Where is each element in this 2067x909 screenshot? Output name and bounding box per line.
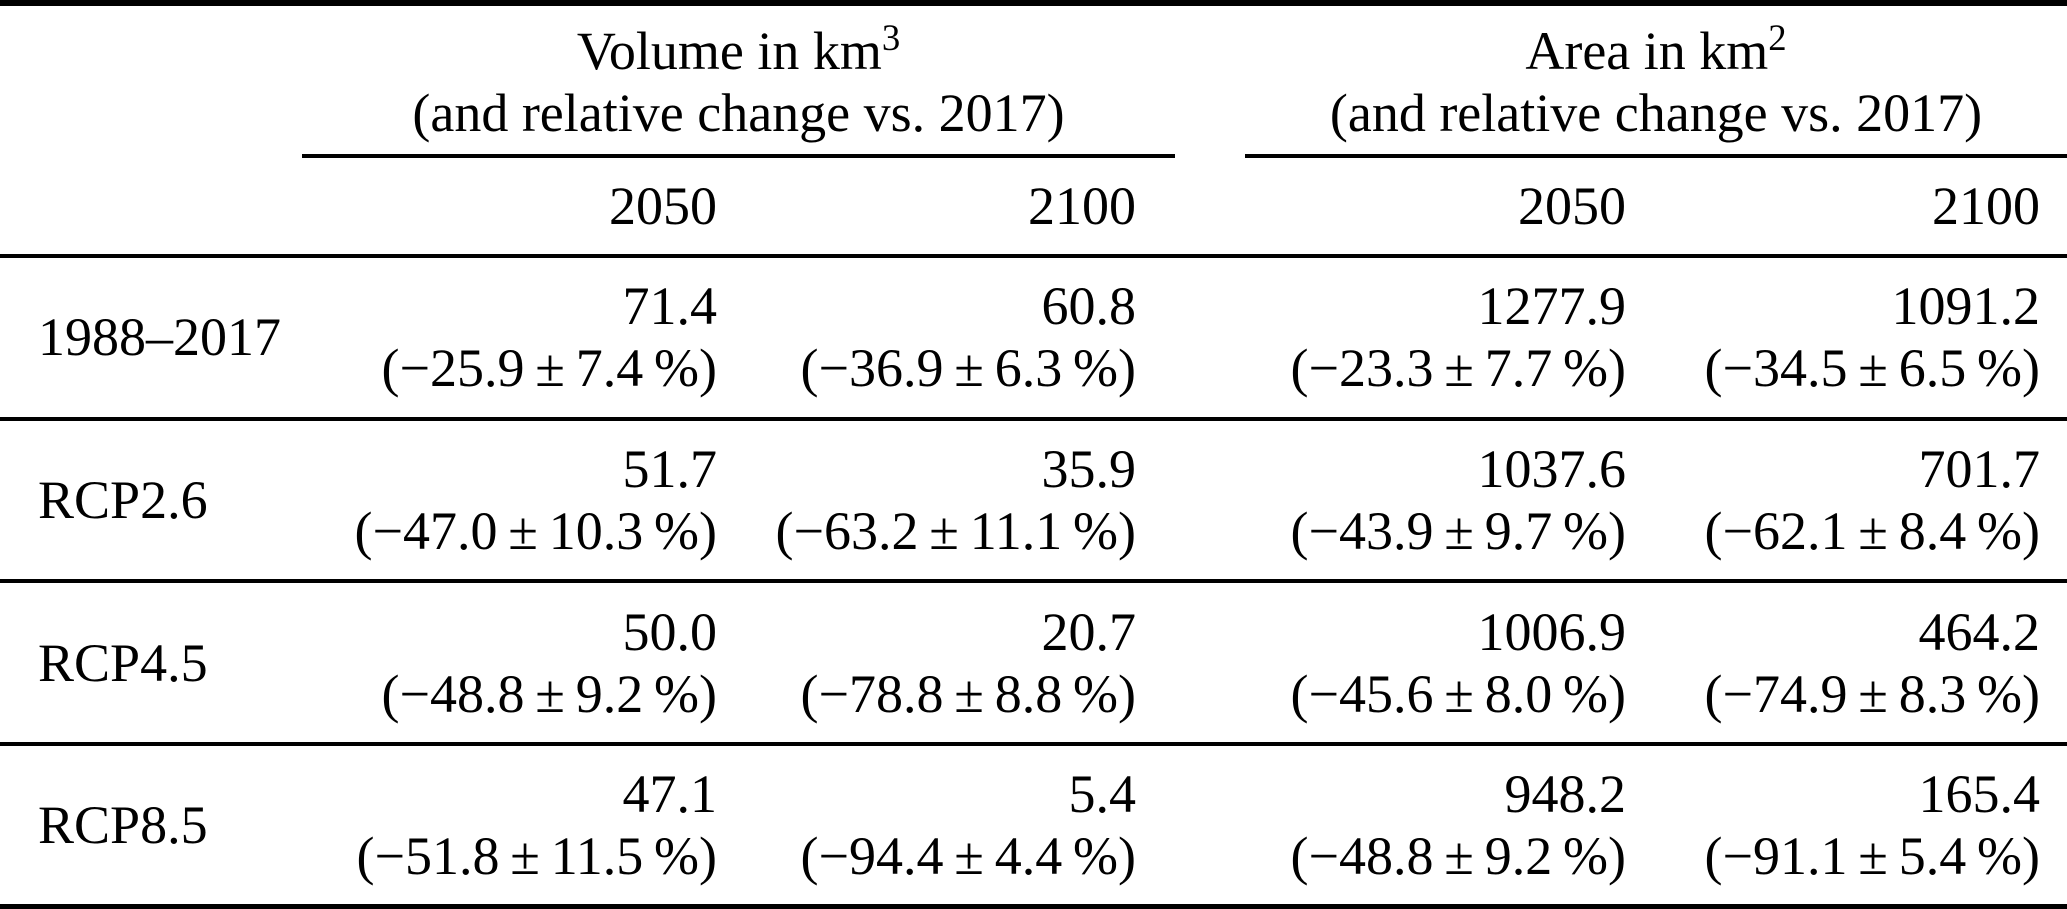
value-text: 464.2 [1918,601,2041,662]
value-text: 1277.9 [1477,276,1627,337]
value-text: 51.7 [622,438,718,499]
year-header-area-2050: 2050 [1245,155,1645,258]
row-label: 1988–2017 [0,255,302,421]
relative-change-text: (−94.4 ± 4.4 %) [800,825,1136,886]
data-cell-volume-2100: 60.8 (−36.9 ± 6.3 %) [727,255,1175,421]
relative-change-text: (−78.8 ± 8.8 %) [800,663,1136,724]
value-text: 1006.9 [1477,601,1627,662]
corner-blank-cell [0,3,302,156]
value-text: 948.2 [1504,763,1627,824]
year-header-area-2100: 2100 [1645,155,2067,258]
data-cell-volume-2050: 51.7 (−47.0 ± 10.3 %) [302,418,727,584]
gap-cell [1175,255,1245,421]
value-text: 71.4 [622,276,718,337]
volume-header-title: Volume in km3 [302,16,1175,82]
gap-cell [1175,155,1245,258]
data-cell-volume-2100: 20.7 (−78.8 ± 8.8 %) [727,581,1175,746]
gap-cell [1175,744,1245,907]
row-label: RCP8.5 [38,794,208,855]
value-text: 20.7 [1041,601,1137,662]
relative-change-text: (−51.8 ± 11.5 %) [356,825,717,886]
value-text: 50.0 [622,601,718,662]
area-group-header: Area in km2 (and relative change vs. 201… [1245,3,2067,158]
relative-change-text: (−48.8 ± 9.2 %) [381,663,717,724]
relative-change-text: (−48.8 ± 9.2 %) [1290,825,1626,886]
gap-cell [1175,418,1245,584]
value-text: 5.4 [1068,763,1137,824]
value-text: 47.1 [622,763,718,824]
data-cell-area-2100: 1091.2 (−34.5 ± 6.5 %) [1645,255,2067,421]
year-header-row: 2050 2100 2050 2100 [0,155,2067,258]
value-text: 35.9 [1041,438,1137,499]
volume-group-header: Volume in km3 (and relative change vs. 2… [302,3,1175,158]
relative-change-text: (−45.6 ± 8.0 %) [1290,663,1626,724]
relative-change-text: (−36.9 ± 6.3 %) [800,338,1136,399]
year-header-volume-2050: 2050 [302,155,727,258]
data-cell-area-2050: 1006.9 (−45.6 ± 8.0 %) [1245,581,1645,746]
data-cell-volume-2100: 35.9 (−63.2 ± 11.1 %) [727,418,1175,584]
data-cell-area-2050: 948.2 (−48.8 ± 9.2 %) [1245,744,1645,907]
relative-change-text: (−34.5 ± 6.5 %) [1704,338,2040,399]
data-cell-area-2100: 701.7 (−62.1 ± 8.4 %) [1645,418,2067,584]
table-row-rcp45: RCP4.5 50.0 (−48.8 ± 9.2 %) 20.7 (−78.8 … [0,581,2067,746]
value-text: 701.7 [1918,438,2041,499]
row-label: RCP4.5 [0,581,302,746]
volume-header-text: Volume in km [576,20,882,81]
value-text: 60.8 [1041,276,1137,337]
volume-header-subtitle: (and relative change vs. 2017) [412,82,1065,143]
data-cell-area-2050: 1037.6 (−43.9 ± 9.7 %) [1245,418,1645,584]
gap-cell [1175,581,1245,746]
area-header-title: Area in km2 [1245,16,2067,82]
relative-change-text: (−43.9 ± 9.7 %) [1290,500,1626,561]
data-cell-volume-2050: 71.4 (−25.9 ± 7.4 %) [302,255,727,421]
row-label: RCP2.6 [0,418,302,584]
value-text: 165.4 [1918,763,2041,824]
data-cell-volume-2050: 50.0 (−48.8 ± 9.2 %) [302,581,727,746]
table-row-1988-2017: 1988–2017 71.4 (−25.9 ± 7.4 %) 60.8 (−36… [0,255,2067,421]
table-row-rcp26: RCP2.6 51.7 (−47.0 ± 10.3 %) 35.9 (−63.2… [0,418,2067,584]
data-cell-volume-2100: 5.4 (−94.4 ± 4.4 %) [727,744,1175,907]
relative-change-text: (−62.1 ± 8.4 %) [1704,500,2040,561]
area-header-text: Area in km [1525,20,1769,81]
value-text: 1091.2 [1891,276,2041,337]
relative-change-text: (−74.9 ± 8.3 %) [1704,663,2040,724]
data-cell-area-2100: 165.4 (−91.1 ± 5.4 %) [1645,744,2067,907]
relative-change-text: (−91.1 ± 5.4 %) [1704,825,2040,886]
area-header-superscript: 2 [1768,16,1787,58]
data-cell-area-2050: 1277.9 (−23.3 ± 7.7 %) [1245,255,1645,421]
volume-header-superscript: 3 [881,16,901,58]
year-header-volume-2100: 2100 [727,155,1175,258]
relative-change-text: (−23.3 ± 7.7 %) [1290,338,1626,399]
relative-change-text: (−25.9 ± 7.4 %) [381,338,717,399]
area-header-subtitle: (and relative change vs. 2017) [1329,82,1983,143]
blank-cell [0,155,302,258]
data-cell-volume-2050: 47.1 (−51.8 ± 11.5 %) [302,744,727,907]
group-header-row: Volume in km3 (and relative change vs. 2… [0,3,2067,158]
table-row-rcp85: RCP8.5 47.1 (−51.8 ± 11.5 %) 5.4 (−94.4 … [0,744,2067,907]
gap-cell [1175,3,1245,156]
value-text: 1037.6 [1477,438,1627,499]
relative-change-text: (−63.2 ± 11.1 %) [775,500,1136,561]
relative-change-text: (−47.0 ± 10.3 %) [354,500,717,561]
data-cell-area-2100: 464.2 (−74.9 ± 8.3 %) [1645,581,2067,746]
